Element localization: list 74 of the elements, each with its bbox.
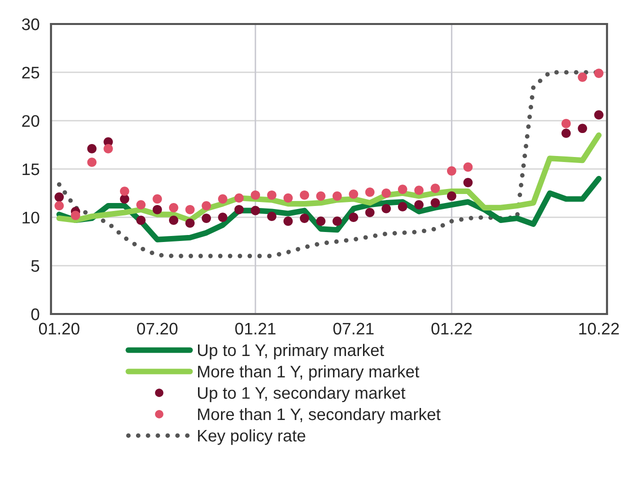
point xyxy=(578,72,588,82)
point xyxy=(250,190,260,200)
y-tick-label: 10 xyxy=(22,212,40,224)
point xyxy=(185,218,195,228)
point xyxy=(267,190,276,200)
point xyxy=(87,144,97,154)
point xyxy=(414,200,424,210)
y-tick-label: 25 xyxy=(22,66,40,79)
legend-label: Up to 1 Y, primary market xyxy=(198,344,384,360)
point xyxy=(234,204,244,214)
point xyxy=(120,186,130,196)
legend-label: Key policy rate xyxy=(198,429,306,445)
point xyxy=(136,200,146,210)
point xyxy=(70,210,80,220)
x-tick-label: 01.20 xyxy=(38,322,80,335)
point xyxy=(382,204,391,214)
point xyxy=(316,191,326,201)
point xyxy=(561,128,571,138)
x-tick-label: 10.22 xyxy=(579,322,619,335)
point xyxy=(446,191,456,201)
point xyxy=(430,198,440,208)
point xyxy=(398,202,408,212)
point xyxy=(152,204,162,214)
point xyxy=(578,124,588,134)
point xyxy=(87,158,97,167)
x-tick-label: 01.21 xyxy=(235,322,276,335)
legend-label: More than 1 Y, secondary market xyxy=(198,408,441,424)
point xyxy=(283,193,293,203)
y-tick-label: 0 xyxy=(31,308,40,320)
y-tick-label: 15 xyxy=(22,164,40,176)
point xyxy=(136,216,146,225)
point xyxy=(234,193,244,203)
y-tick-label: 5 xyxy=(31,260,40,272)
point xyxy=(594,110,604,120)
point xyxy=(120,194,130,204)
point xyxy=(250,206,260,216)
point xyxy=(185,204,195,214)
point xyxy=(218,194,228,204)
point xyxy=(463,178,473,188)
point xyxy=(332,216,342,226)
point xyxy=(283,216,293,226)
y-tick-label: 20 xyxy=(22,115,40,127)
point xyxy=(168,216,178,225)
point xyxy=(267,212,276,222)
point xyxy=(398,184,408,194)
point xyxy=(348,189,358,199)
legend-label: Up to 1 Y, secondary market xyxy=(198,386,406,402)
x-tick-label: 01.22 xyxy=(431,322,472,335)
point xyxy=(365,188,375,197)
point xyxy=(300,214,310,223)
point xyxy=(594,68,604,78)
point xyxy=(316,216,326,226)
point xyxy=(54,192,64,202)
point xyxy=(414,186,424,195)
point xyxy=(168,203,178,212)
point xyxy=(446,166,456,176)
point xyxy=(332,191,342,201)
point xyxy=(430,184,440,193)
point xyxy=(152,194,162,204)
x-tick-label: 07.21 xyxy=(333,322,374,335)
point xyxy=(218,212,228,222)
point xyxy=(382,188,391,198)
point xyxy=(365,208,375,218)
point xyxy=(202,214,212,223)
point xyxy=(104,144,113,154)
point xyxy=(300,190,310,200)
point xyxy=(463,162,473,172)
point xyxy=(561,118,571,128)
y-tick-label: 30 xyxy=(22,18,40,30)
x-tick-label: 07.20 xyxy=(137,322,178,335)
legend-label: More than 1 Y, primary market xyxy=(198,365,420,381)
point xyxy=(202,201,212,210)
point xyxy=(348,212,358,222)
point xyxy=(54,201,64,210)
